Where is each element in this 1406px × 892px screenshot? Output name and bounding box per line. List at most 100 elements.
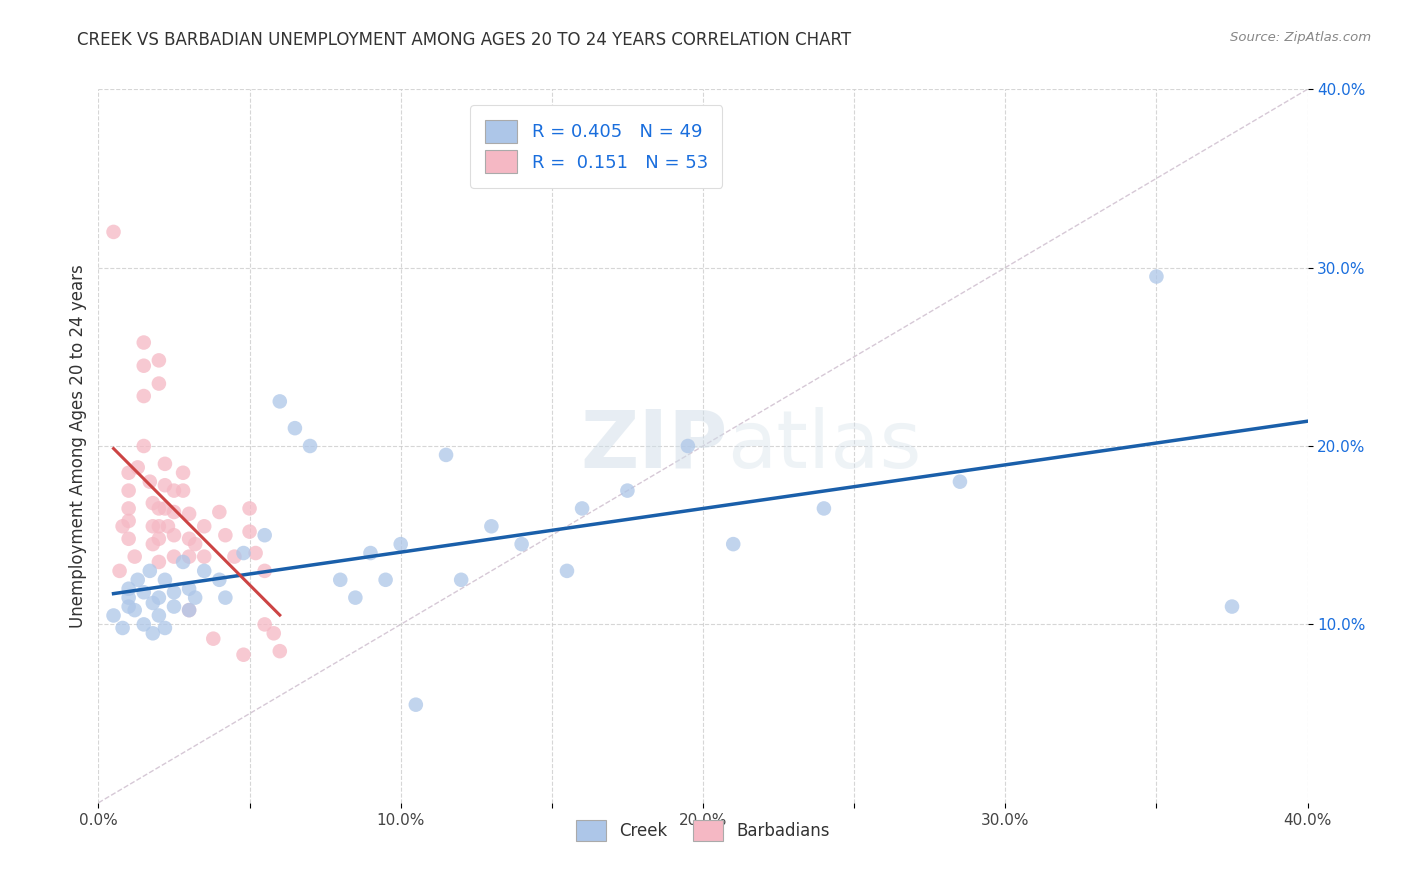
Text: Source: ZipAtlas.com: Source: ZipAtlas.com — [1230, 31, 1371, 45]
Point — [329, 573, 352, 587]
Point — [179, 532, 201, 546]
Point — [179, 507, 201, 521]
Point — [124, 549, 146, 564]
Point — [172, 483, 194, 498]
Point — [163, 483, 186, 498]
Point — [118, 483, 141, 498]
Point — [132, 617, 155, 632]
Point — [139, 475, 162, 489]
Point — [949, 475, 972, 489]
Point — [253, 528, 276, 542]
Point — [214, 591, 236, 605]
Point — [132, 439, 155, 453]
Point — [172, 555, 194, 569]
Point — [389, 537, 412, 551]
Point — [232, 546, 254, 560]
Point — [193, 549, 215, 564]
Point — [239, 524, 262, 539]
Point — [139, 564, 162, 578]
Point — [245, 546, 267, 560]
Point — [184, 537, 207, 551]
Point — [450, 573, 472, 587]
Point — [263, 626, 285, 640]
Point — [184, 591, 207, 605]
Point — [374, 573, 396, 587]
Point — [153, 457, 176, 471]
Text: atlas: atlas — [727, 407, 921, 485]
Point — [163, 585, 186, 599]
Point — [360, 546, 382, 560]
Point — [153, 501, 176, 516]
Point — [723, 537, 745, 551]
Point — [118, 599, 141, 614]
Point — [179, 603, 201, 617]
Point — [132, 359, 155, 373]
Point — [118, 514, 141, 528]
Point — [253, 617, 276, 632]
Point — [163, 505, 186, 519]
Point — [179, 603, 201, 617]
Point — [148, 555, 170, 569]
Point — [103, 608, 125, 623]
Point — [269, 394, 291, 409]
Point — [142, 596, 165, 610]
Point — [813, 501, 835, 516]
Point — [344, 591, 367, 605]
Point — [1220, 599, 1243, 614]
Point — [232, 648, 254, 662]
Point — [481, 519, 503, 533]
Point — [510, 537, 533, 551]
Point — [148, 591, 170, 605]
Point — [118, 591, 141, 605]
Point — [224, 549, 246, 564]
Point — [239, 501, 262, 516]
Y-axis label: Unemployment Among Ages 20 to 24 years: Unemployment Among Ages 20 to 24 years — [69, 264, 87, 628]
Point — [616, 483, 638, 498]
Point — [127, 460, 149, 475]
Point — [156, 519, 179, 533]
Point — [153, 573, 176, 587]
Point — [214, 528, 236, 542]
Point — [179, 582, 201, 596]
Point — [111, 519, 134, 533]
Point — [179, 549, 201, 564]
Point — [163, 599, 186, 614]
Point — [118, 582, 141, 596]
Point — [118, 532, 141, 546]
Point — [132, 585, 155, 599]
Point — [148, 501, 170, 516]
Point — [103, 225, 125, 239]
Point — [405, 698, 427, 712]
Point — [148, 519, 170, 533]
Point — [142, 626, 165, 640]
Point — [299, 439, 322, 453]
Point — [142, 537, 165, 551]
Point — [172, 466, 194, 480]
Point — [118, 466, 141, 480]
Point — [269, 644, 291, 658]
Point — [153, 478, 176, 492]
Point — [108, 564, 131, 578]
Point — [142, 496, 165, 510]
Point — [208, 505, 231, 519]
Legend: Creek, Barbadians: Creek, Barbadians — [569, 814, 837, 848]
Point — [555, 564, 578, 578]
Point — [253, 564, 276, 578]
Point — [163, 528, 186, 542]
Point — [118, 501, 141, 516]
Point — [284, 421, 307, 435]
Point — [111, 621, 134, 635]
Point — [193, 519, 215, 533]
Point — [127, 573, 149, 587]
Text: ZIP: ZIP — [579, 407, 727, 485]
Point — [148, 353, 170, 368]
Point — [124, 603, 146, 617]
Point — [208, 573, 231, 587]
Point — [434, 448, 457, 462]
Point — [148, 608, 170, 623]
Point — [132, 335, 155, 350]
Text: CREEK VS BARBADIAN UNEMPLOYMENT AMONG AGES 20 TO 24 YEARS CORRELATION CHART: CREEK VS BARBADIAN UNEMPLOYMENT AMONG AG… — [77, 31, 852, 49]
Point — [193, 564, 215, 578]
Point — [148, 532, 170, 546]
Point — [132, 389, 155, 403]
